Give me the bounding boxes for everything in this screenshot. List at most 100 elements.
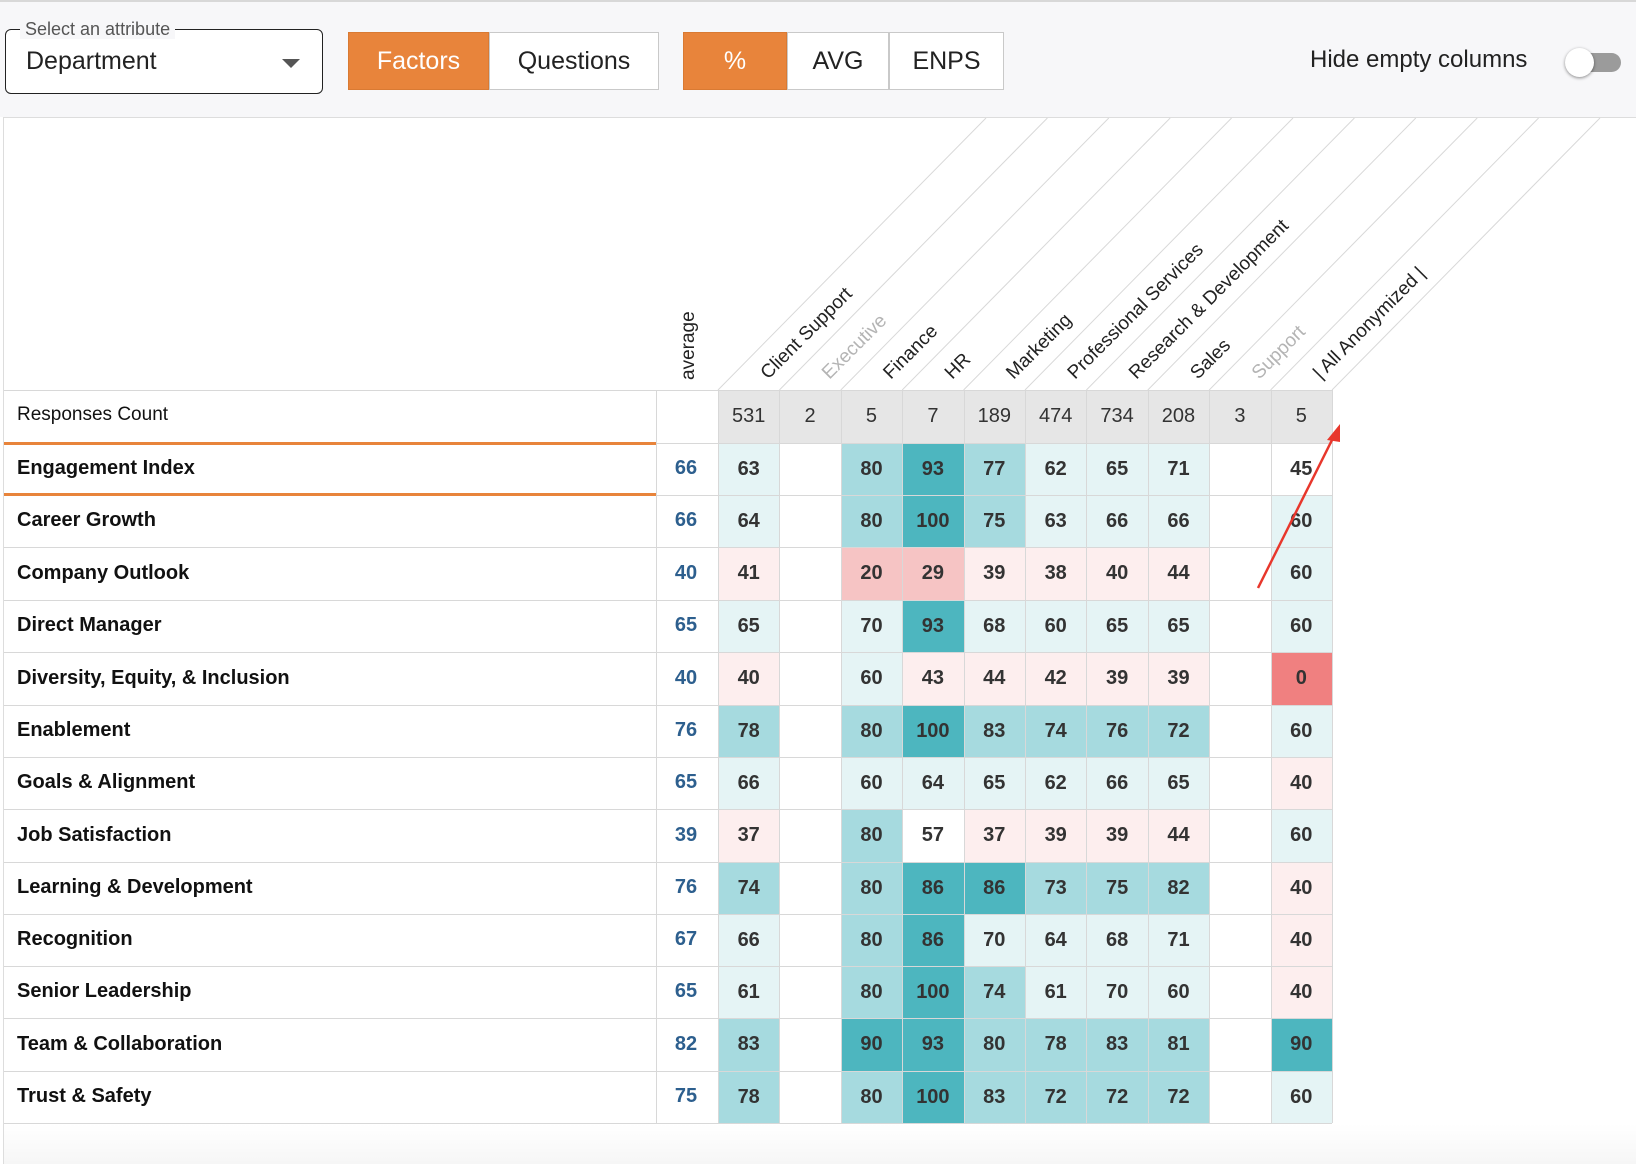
factor-row-label[interactable]: Trust & Safety: [17, 1085, 152, 1107]
heatmap-cell[interactable]: [1209, 809, 1270, 862]
heatmap-cell[interactable]: [1209, 547, 1270, 600]
heatmap-cell[interactable]: 42: [1025, 652, 1087, 705]
heatmap-cell[interactable]: 60: [840, 757, 903, 809]
heatmap-cell[interactable]: 63: [1025, 495, 1087, 547]
tab-enps[interactable]: ENPS: [889, 32, 1004, 90]
heatmap-cell[interactable]: [779, 914, 840, 966]
heatmap-cell[interactable]: 64: [718, 495, 780, 547]
heatmap-cell[interactable]: 83: [963, 1071, 1025, 1123]
heatmap-cell[interactable]: [779, 966, 840, 1018]
heatmap-cell[interactable]: 80: [963, 1018, 1025, 1071]
heatmap-cell[interactable]: 78: [718, 1071, 780, 1123]
heatmap-cell[interactable]: 29: [902, 547, 964, 600]
heatmap-cell[interactable]: 80: [840, 966, 903, 1018]
heatmap-cell[interactable]: 65: [1147, 757, 1210, 809]
heatmap-cell[interactable]: 57: [902, 809, 964, 862]
heatmap-cell[interactable]: 44: [1147, 809, 1210, 862]
heatmap-cell[interactable]: 40: [1086, 547, 1148, 600]
heatmap-cell[interactable]: [779, 600, 840, 652]
heatmap-cell[interactable]: [779, 757, 840, 809]
factor-row-label[interactable]: Recognition: [17, 928, 133, 950]
heatmap-cell[interactable]: 37: [963, 809, 1025, 862]
heatmap-cell[interactable]: 68: [963, 600, 1025, 652]
heatmap-cell[interactable]: 60: [840, 652, 903, 705]
factor-row-label[interactable]: Career Growth: [17, 509, 156, 531]
heatmap-cell[interactable]: 43: [902, 652, 964, 705]
factor-row-label[interactable]: Enablement: [17, 719, 131, 741]
heatmap-cell[interactable]: [1209, 600, 1270, 652]
factor-row-label[interactable]: Direct Manager: [17, 614, 162, 636]
heatmap-cell[interactable]: 70: [963, 914, 1025, 966]
heatmap-cell[interactable]: 66: [1147, 495, 1210, 547]
heatmap-cell[interactable]: [1209, 862, 1270, 914]
heatmap-cell[interactable]: 74: [963, 966, 1025, 1018]
heatmap-cell[interactable]: 39: [1147, 652, 1210, 705]
heatmap-cell[interactable]: 72: [1147, 1071, 1210, 1123]
heatmap-cell[interactable]: 65: [1086, 443, 1148, 495]
heatmap-cell[interactable]: 80: [840, 495, 903, 547]
heatmap-cell[interactable]: 40: [1270, 966, 1332, 1018]
heatmap-cell[interactable]: [779, 1071, 840, 1123]
heatmap-cell[interactable]: 100: [902, 966, 964, 1018]
heatmap-cell[interactable]: 75: [963, 495, 1025, 547]
heatmap-cell[interactable]: 65: [1147, 600, 1210, 652]
heatmap-cell[interactable]: 39: [1086, 809, 1148, 862]
heatmap-cell[interactable]: [1209, 443, 1270, 495]
heatmap-cell[interactable]: 100: [902, 1071, 964, 1123]
tab-questions[interactable]: Questions: [489, 32, 659, 90]
heatmap-cell[interactable]: 100: [902, 495, 964, 547]
heatmap-cell[interactable]: 73: [1025, 862, 1087, 914]
heatmap-cell[interactable]: 60: [1270, 495, 1332, 547]
heatmap-cell[interactable]: 77: [963, 443, 1025, 495]
heatmap-cell[interactable]: 68: [1086, 914, 1148, 966]
heatmap-cell[interactable]: [1209, 1018, 1270, 1071]
heatmap-cell[interactable]: 44: [963, 652, 1025, 705]
heatmap-cell[interactable]: 66: [1086, 757, 1148, 809]
heatmap-cell[interactable]: 80: [840, 705, 903, 757]
heatmap-cell[interactable]: 60: [1270, 705, 1332, 757]
heatmap-cell[interactable]: 60: [1270, 1071, 1332, 1123]
heatmap-cell[interactable]: [1209, 495, 1270, 547]
heatmap-cell[interactable]: 60: [1270, 547, 1332, 600]
heatmap-cell[interactable]: [1209, 914, 1270, 966]
heatmap-cell[interactable]: 38: [1025, 547, 1087, 600]
heatmap-cell[interactable]: 40: [1270, 914, 1332, 966]
heatmap-cell[interactable]: 86: [963, 862, 1025, 914]
heatmap-cell[interactable]: [779, 443, 840, 495]
heatmap-cell[interactable]: [779, 809, 840, 862]
heatmap-cell[interactable]: 74: [1025, 705, 1087, 757]
heatmap-cell[interactable]: 65: [718, 600, 780, 652]
heatmap-cell[interactable]: 64: [902, 757, 964, 809]
heatmap-cell[interactable]: 70: [840, 600, 903, 652]
heatmap-cell[interactable]: 45: [1270, 443, 1332, 495]
heatmap-cell[interactable]: 100: [902, 705, 964, 757]
tab-percent[interactable]: %: [683, 32, 787, 90]
heatmap-cell[interactable]: 72: [1025, 1071, 1087, 1123]
heatmap-cell[interactable]: [779, 547, 840, 600]
heatmap-cell[interactable]: 78: [1025, 1018, 1087, 1071]
heatmap-cell[interactable]: 74: [718, 862, 780, 914]
heatmap-cell[interactable]: 80: [840, 914, 903, 966]
toggle-knob[interactable]: [1565, 48, 1594, 77]
heatmap-cell[interactable]: 37: [718, 809, 780, 862]
heatmap-cell[interactable]: 72: [1086, 1071, 1148, 1123]
heatmap-cell[interactable]: 39: [963, 547, 1025, 600]
tab-factors[interactable]: Factors: [348, 32, 489, 90]
heatmap-cell[interactable]: 78: [718, 705, 780, 757]
factor-row-label[interactable]: Learning & Development: [17, 876, 253, 898]
heatmap-cell[interactable]: 83: [718, 1018, 780, 1071]
heatmap-cell[interactable]: 75: [1086, 862, 1148, 914]
heatmap-cell[interactable]: [779, 862, 840, 914]
factor-row-label[interactable]: Company Outlook: [17, 561, 190, 584]
heatmap-cell[interactable]: [779, 705, 840, 757]
factor-row-label[interactable]: Job Satisfaction: [17, 823, 172, 846]
heatmap-cell[interactable]: 63: [718, 443, 780, 495]
factor-row-label[interactable]: Diversity, Equity, & Inclusion: [17, 666, 290, 689]
heatmap-cell[interactable]: 93: [902, 600, 964, 652]
heatmap-cell[interactable]: 40: [1270, 757, 1332, 809]
heatmap-cell[interactable]: 90: [840, 1018, 903, 1071]
heatmap-cell[interactable]: 93: [902, 1018, 964, 1071]
factor-row-label[interactable]: Senior Leadership: [17, 980, 192, 1002]
heatmap-cell[interactable]: 83: [1086, 1018, 1148, 1071]
heatmap-cell[interactable]: 80: [840, 1071, 903, 1123]
